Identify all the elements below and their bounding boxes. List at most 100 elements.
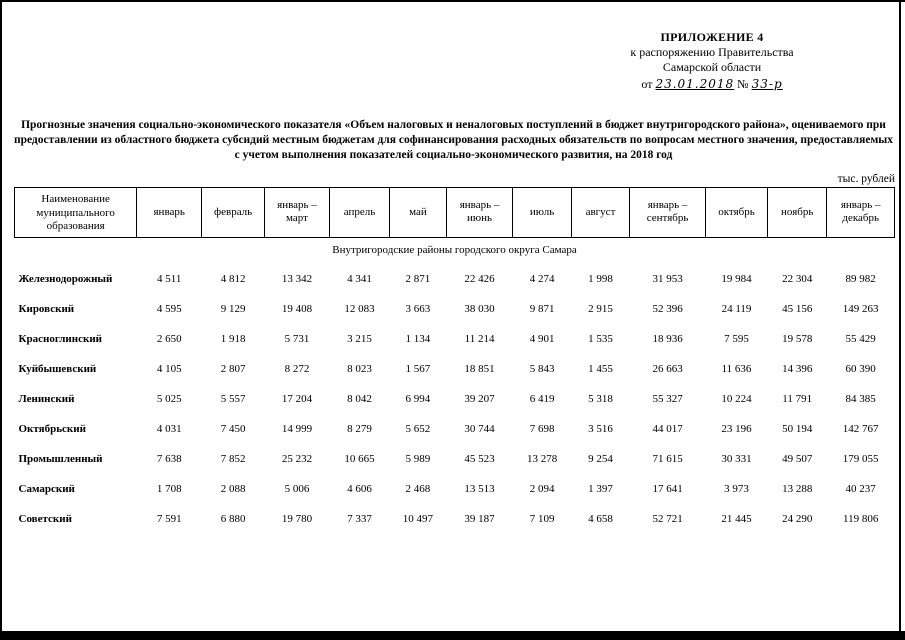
- value-cell: 2 807: [220, 363, 246, 376]
- value-cell: 9 871: [529, 303, 555, 316]
- value-cell: 7 638: [156, 453, 182, 466]
- value-cell: 11 636: [721, 363, 752, 376]
- value-cell: 7 595: [724, 333, 749, 346]
- value-cell: 2 088: [220, 483, 246, 496]
- value-cell: 11 214: [464, 333, 495, 346]
- column-header: январь – июнь: [445, 186, 514, 239]
- value-cell: 18 936: [652, 333, 683, 346]
- document-title: Прогнозные значения социально-экономичес…: [13, 119, 894, 161]
- column-header: август: [570, 186, 631, 239]
- value-cell: 50 194: [782, 423, 813, 436]
- value-cell: 10 224: [721, 393, 752, 406]
- appendix-date-line: от 23.01.2018 № 33-р: [587, 77, 837, 92]
- section-title: Внутригородские районы городского округа…: [332, 244, 577, 257]
- table-row: Кировский 4 595 9 129 19 408 12 083 3 663 38 0…: [15, 294, 895, 324]
- value-cell: 13 513: [464, 483, 495, 496]
- district-name: Куйбышевский: [18, 363, 97, 376]
- value-cell: 4 658: [588, 513, 613, 526]
- table-row: Советский 7 591 6 880 19 780 7 337 10 497 39 1…: [15, 504, 895, 534]
- column-header: январь – декабрь: [826, 186, 895, 239]
- value-cell: 4 341: [347, 273, 372, 286]
- district-name: Советский: [18, 513, 72, 526]
- district-name: Железнодорожный: [18, 273, 113, 286]
- district-name: Ленинский: [18, 393, 75, 406]
- value-cell: 22 304: [782, 273, 813, 286]
- value-cell: 25 232: [281, 453, 313, 466]
- value-cell: 2 915: [588, 303, 613, 316]
- value-cell: 84 385: [845, 393, 876, 406]
- district-name: Красноглинский: [18, 333, 103, 346]
- value-cell: 4 812: [220, 273, 246, 286]
- value-cell: 3 215: [347, 333, 372, 346]
- table-body: Внутригородские районы городского округа…: [15, 238, 895, 535]
- scan-right-edge: [899, 2, 901, 640]
- value-cell: 4 511: [157, 273, 182, 286]
- column-header: ноябрь: [767, 186, 828, 239]
- value-cell: 11 791: [782, 393, 813, 406]
- column-header: май: [389, 186, 447, 239]
- value-cell: 1 535: [588, 333, 613, 346]
- value-cell: 23 196: [721, 423, 752, 436]
- value-cell: 3 663: [405, 303, 431, 316]
- table-row: Ленинский 5 025 5 557 17 204 8 042 6 994 39 20…: [15, 384, 895, 414]
- value-cell: 14 396: [782, 363, 813, 376]
- value-cell: 17 641: [652, 483, 683, 496]
- value-cell: 4 274: [529, 273, 555, 286]
- value-cell: 3 516: [588, 423, 613, 436]
- value-cell: 142 767: [842, 423, 879, 436]
- value-cell: 49 507: [782, 453, 813, 466]
- value-cell: 149 263: [842, 303, 879, 316]
- value-cell: 2 468: [405, 483, 431, 496]
- value-cell: 6 419: [529, 393, 555, 406]
- value-cell: 21 445: [721, 513, 752, 526]
- value-cell: 2 871: [405, 273, 431, 286]
- value-cell: 31 953: [652, 273, 683, 286]
- value-cell: 179 055: [842, 453, 879, 466]
- appendix-line-2: к распоряжению Правительства: [630, 45, 794, 59]
- value-cell: 5 731: [284, 333, 310, 346]
- value-cell: 6 880: [220, 513, 246, 526]
- appendix-line-3: Самарской области: [662, 60, 762, 74]
- value-cell: 6 994: [405, 393, 431, 406]
- value-cell: 45 523: [464, 453, 495, 466]
- column-header: январь: [136, 186, 203, 239]
- appendix-block: ПРИЛОЖЕНИЕ 4 к распоряжению Правительств…: [587, 30, 837, 92]
- appendix-number: ПРИЛОЖЕНИЕ 4: [660, 30, 764, 44]
- value-cell: 8 272: [284, 363, 310, 376]
- handwritten-number: 33-р: [751, 77, 783, 91]
- value-cell: 5 006: [284, 483, 310, 496]
- value-cell: 5 843: [529, 363, 555, 376]
- column-header: январь – сентябрь: [629, 186, 706, 239]
- value-cell: 1 455: [588, 363, 613, 376]
- value-cell: 2 650: [156, 333, 182, 346]
- value-cell: 13 342: [281, 273, 313, 286]
- scan-bottom-edge: [2, 631, 905, 640]
- value-cell: 9 129: [220, 303, 246, 316]
- value-cell: 55 327: [652, 393, 683, 406]
- value-cell: 30 744: [464, 423, 495, 436]
- district-name: Октябрьский: [18, 423, 86, 436]
- value-cell: 13 288: [782, 483, 813, 496]
- value-cell: 5 318: [588, 393, 613, 406]
- value-cell: 119 806: [843, 513, 879, 526]
- units-label: тыс. рублей: [837, 172, 895, 185]
- value-cell: 1 567: [405, 363, 431, 376]
- value-cell: 19 578: [782, 333, 813, 346]
- table-row: Железнодорожный 4 511 4 812 13 342 4 341 2 87…: [15, 264, 895, 294]
- value-cell: 10 497: [402, 513, 434, 526]
- value-cell: 7 698: [529, 423, 555, 436]
- value-cell: 8 042: [347, 393, 372, 406]
- value-cell: 19 780: [281, 513, 313, 526]
- district-name: Промышленный: [18, 453, 103, 466]
- value-cell: 1 998: [588, 273, 613, 286]
- column-header: октябрь: [704, 186, 769, 239]
- value-cell: 7 337: [347, 513, 372, 526]
- value-cell: 44 017: [652, 423, 683, 436]
- value-cell: 4 606: [347, 483, 372, 496]
- value-cell: 8 023: [347, 363, 372, 376]
- value-cell: 8 279: [347, 423, 372, 436]
- value-cell: 7 109: [529, 513, 555, 526]
- value-cell: 39 187: [464, 513, 495, 526]
- value-cell: 19 408: [281, 303, 313, 316]
